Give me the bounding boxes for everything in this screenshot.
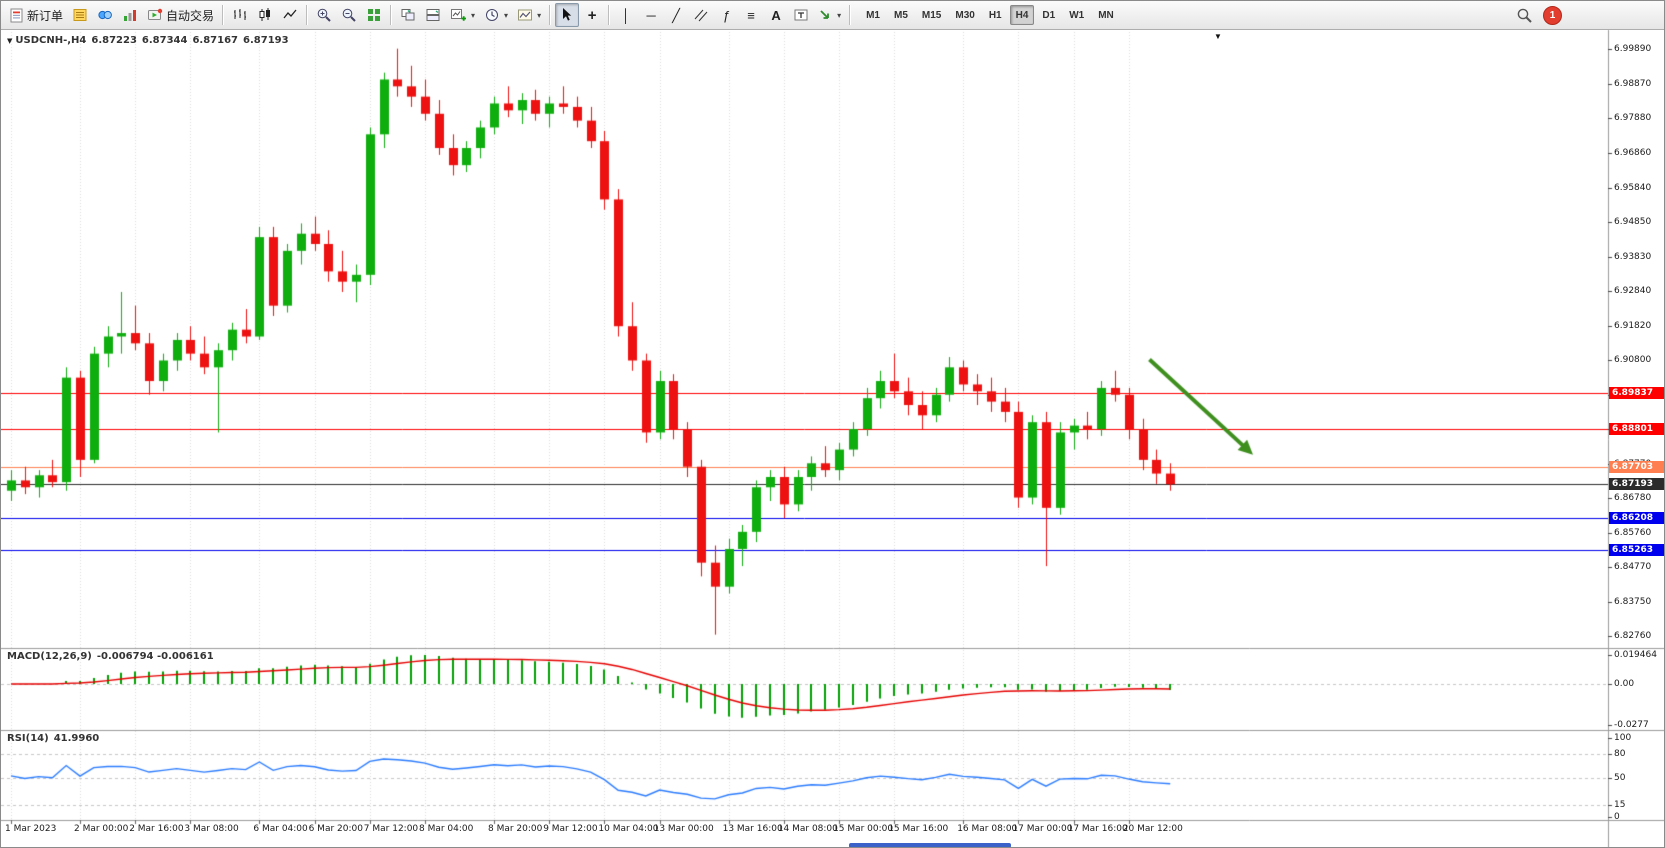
toolbar-separator xyxy=(608,5,611,25)
auto-trading-label: 自动交易 xyxy=(166,8,215,23)
price-line-badge[interactable]: 6.85263 xyxy=(1609,544,1664,557)
cascade-windows-icon xyxy=(401,9,415,21)
timeframe-group: M1 M5 M15 M30 H1 H4 D1 W1 MN xyxy=(859,5,1121,25)
arrows-tool-button[interactable]: ▾ xyxy=(814,3,845,27)
templates-button[interactable]: ▾ xyxy=(513,3,545,27)
price-line-badge[interactable]: 6.88801 xyxy=(1609,422,1664,435)
notification-badge[interactable]: 1 xyxy=(1543,5,1562,25)
toolbar-separator xyxy=(849,5,852,25)
zoom-in-button[interactable] xyxy=(312,3,336,27)
label-tool-button[interactable] xyxy=(789,3,813,27)
channel-button[interactable] xyxy=(689,3,713,27)
chevron-down-icon: ▾ xyxy=(537,10,542,20)
cascade-windows-button[interactable] xyxy=(396,3,420,27)
periods-button[interactable]: ▾ xyxy=(480,3,512,27)
cursor-button[interactable] xyxy=(555,3,580,27)
chevron-down-icon: ▾ xyxy=(837,10,842,20)
price-line-badge: 6.87193 xyxy=(1609,478,1664,491)
timeframe-button-m30[interactable]: M30 xyxy=(949,5,980,25)
tile-windows-icon xyxy=(368,9,381,21)
price-line-badge[interactable]: 6.87703 xyxy=(1609,460,1664,473)
levels-button[interactable]: ≡ xyxy=(739,3,763,27)
arrange-windows-button[interactable] xyxy=(421,3,445,27)
timeframe-button-m1[interactable]: M1 xyxy=(860,5,886,25)
candlestick-chart-button[interactable] xyxy=(253,3,277,27)
new-chart-button[interactable]: ▾ xyxy=(446,3,479,27)
new-order-button[interactable]: 新订单 xyxy=(5,3,67,27)
terminal-button[interactable] xyxy=(118,3,142,27)
timeframe-button-m15[interactable]: M15 xyxy=(916,5,947,25)
toolbar-separator xyxy=(306,5,309,25)
timeframe-button-h1[interactable]: H1 xyxy=(983,5,1008,25)
horizontal-scrollbar[interactable] xyxy=(849,843,1011,847)
label-tool-icon xyxy=(794,9,808,21)
zoom-in-icon xyxy=(317,8,331,22)
text-tool-button[interactable]: A xyxy=(764,3,788,27)
candlestick-chart-icon xyxy=(259,8,271,21)
zoom-out-button[interactable] xyxy=(337,3,361,27)
market-watch-button[interactable] xyxy=(68,3,92,27)
template-icon xyxy=(518,9,533,21)
arrange-windows-icon xyxy=(426,9,440,21)
timeframe-button-m5[interactable]: M5 xyxy=(888,5,914,25)
price-line-badge[interactable]: 6.89837 xyxy=(1609,387,1664,400)
new-order-icon xyxy=(10,8,23,22)
channel-icon xyxy=(694,9,708,22)
new-chart-icon xyxy=(451,9,467,21)
chevron-down-icon: ▾ xyxy=(471,10,476,20)
crosshair-icon: + xyxy=(587,6,597,24)
cursor-icon xyxy=(563,8,572,21)
line-chart-button[interactable] xyxy=(278,3,302,27)
fibonacci-button[interactable]: ƒ xyxy=(714,3,738,27)
arrows-tool-icon xyxy=(820,9,829,19)
horizontal-line-icon: ─ xyxy=(646,7,656,23)
auto-trading-button[interactable]: 自动交易 xyxy=(143,3,218,27)
market-watch-icon xyxy=(73,9,87,21)
horizontal-line-button[interactable]: ─ xyxy=(639,3,663,27)
toolbar-separator xyxy=(549,5,552,25)
navigator-button[interactable] xyxy=(93,3,117,27)
text-tool-icon: A xyxy=(771,7,781,23)
zoom-out-icon xyxy=(342,8,356,22)
tile-windows-button[interactable] xyxy=(362,3,386,27)
chevron-down-icon: ▾ xyxy=(504,10,509,20)
trendline-icon: ╱ xyxy=(672,7,680,23)
terminal-icon xyxy=(124,10,137,21)
line-chart-icon xyxy=(283,9,297,19)
new-order-label: 新订单 xyxy=(27,8,64,23)
toolbar-separator xyxy=(222,5,225,25)
bar-chart-button[interactable] xyxy=(228,3,252,27)
crosshair-button[interactable]: + xyxy=(580,3,604,27)
levels-icon: ≡ xyxy=(747,7,755,23)
toolbar-separator xyxy=(390,5,393,25)
fibonacci-icon: ƒ xyxy=(722,7,730,23)
timeframe-button-h4[interactable]: H4 xyxy=(1009,5,1035,25)
auto-trading-icon xyxy=(148,8,163,20)
toolbar-right: 1 xyxy=(1516,5,1660,25)
timeframe-button-w1[interactable]: W1 xyxy=(1063,5,1090,25)
vertical-line-button[interactable]: │ xyxy=(614,3,638,27)
timeframe-button-d1[interactable]: D1 xyxy=(1036,5,1061,25)
search-icon[interactable] xyxy=(1516,7,1533,24)
navigator-icon xyxy=(98,10,112,20)
price-line-badge[interactable]: 6.86208 xyxy=(1609,511,1664,524)
timeframe-button-mn[interactable]: MN xyxy=(1092,5,1120,25)
toolbar: 新订单 自动交易 xyxy=(1,1,1664,30)
vertical-line-icon: │ xyxy=(622,7,631,23)
trendline-button[interactable]: ╱ xyxy=(664,3,688,27)
clock-icon xyxy=(486,9,499,21)
bar-chart-icon xyxy=(234,9,247,20)
